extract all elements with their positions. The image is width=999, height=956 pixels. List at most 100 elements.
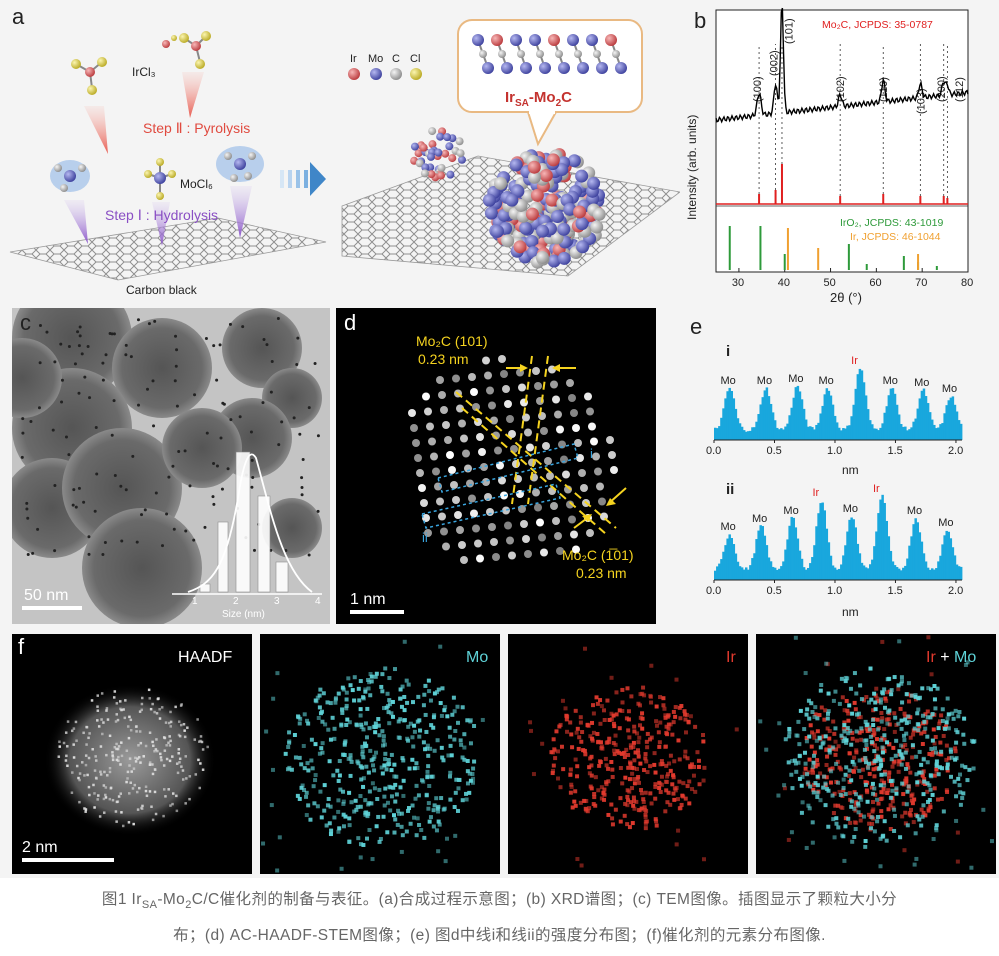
xrd-reference-lines bbox=[716, 44, 968, 270]
panel-d: i ii Mo₂C (101) 0.23 nm Mo₂C (1̅01) 0.23… bbox=[336, 308, 656, 624]
svg-text:Ir: Ir bbox=[812, 487, 819, 499]
line-i-label: i bbox=[590, 446, 593, 461]
svg-text:80: 80 bbox=[961, 277, 973, 289]
hydrolysis-arrow-3 bbox=[230, 186, 252, 238]
svg-text:1.5: 1.5 bbox=[887, 445, 902, 457]
tem-image: 1 2 3 4 Size (nm) 50 nm bbox=[12, 308, 330, 624]
svg-text:1.0: 1.0 bbox=[827, 585, 842, 597]
svg-text:Mo: Mo bbox=[752, 513, 767, 525]
panel-label-a: a bbox=[12, 4, 25, 29]
carbon-sheet-left bbox=[10, 218, 326, 280]
profile-i-xlabel: nm bbox=[842, 463, 859, 477]
panel-label-c: c bbox=[20, 310, 31, 335]
eds-ir-label: Ir bbox=[726, 649, 736, 666]
caption-line-1: 图1 IrSA-Mo2C/C催化剂的制备与表征。(a)合成过程示意图；(b) X… bbox=[101, 891, 898, 912]
svg-text:Size (nm): Size (nm) bbox=[222, 609, 265, 620]
svg-text:Mo: Mo bbox=[938, 517, 953, 529]
svg-text:Mo: Mo bbox=[721, 521, 736, 533]
svg-text:Ir: Ir bbox=[350, 53, 357, 65]
process-arrow bbox=[280, 162, 326, 196]
svg-text:40: 40 bbox=[778, 277, 790, 289]
svg-text:60: 60 bbox=[869, 277, 881, 289]
eds-overlay-label: Ir + Mo bbox=[926, 649, 976, 666]
product-label: IrSA-Mo2C bbox=[505, 89, 572, 109]
panel-f-overlay: Ir + Mo bbox=[756, 634, 996, 874]
figure-caption: 图1 IrSA-Mo2C/C催化剂的制备与表征。(a)合成过程示意图；(b) X… bbox=[0, 878, 999, 956]
svg-text:(100): (100) bbox=[752, 76, 764, 102]
svg-text:(102): (102) bbox=[835, 76, 847, 102]
svg-text:Mo: Mo bbox=[907, 505, 922, 517]
svg-text:Mo: Mo bbox=[721, 375, 736, 387]
line-ii-label: ii bbox=[422, 530, 428, 545]
tem-scale-bar bbox=[22, 606, 82, 610]
xrd-pattern-line bbox=[715, 7, 969, 124]
svg-text:3: 3 bbox=[274, 596, 280, 607]
svg-text:Ir: Ir bbox=[851, 355, 858, 367]
svg-text:70: 70 bbox=[915, 277, 927, 289]
svg-text:50: 50 bbox=[824, 277, 836, 289]
svg-text:2.0: 2.0 bbox=[948, 585, 963, 597]
eds-haadf-map: 2 nm HAADF bbox=[22, 649, 232, 862]
profile-i: 0.0 0.5 1.0 1.5 2.0 Mo Mo Mo Mo Ir Mo Mo Mo bbox=[706, 355, 963, 457]
stem-scale-label: 1 nm bbox=[350, 591, 386, 608]
svg-text:0.0: 0.0 bbox=[706, 585, 721, 597]
svg-text:0.5: 0.5 bbox=[766, 585, 781, 597]
svg-text:Mo: Mo bbox=[368, 53, 383, 65]
panel-label-b: b bbox=[694, 8, 707, 33]
ircl3-molecule-2 bbox=[179, 31, 211, 69]
carbon-black-label: Carbon black bbox=[126, 283, 198, 297]
panel-f-haadf: 2 nm HAADF f bbox=[12, 634, 252, 874]
svg-text:0.0: 0.0 bbox=[706, 445, 721, 457]
svg-text:C: C bbox=[392, 53, 400, 65]
svg-text:(112): (112) bbox=[954, 77, 966, 102]
xrd-ref-iro2: IrO₂, JCPDS: 43-1019 bbox=[840, 217, 943, 229]
panel-c: 1 2 3 4 Size (nm) 50 nm c bbox=[12, 308, 330, 624]
ircl3-label: IrCl₃ bbox=[132, 65, 156, 79]
haadf-stem-image: i ii Mo₂C (101) 0.23 nm Mo₂C (1̅01) 0.23… bbox=[350, 333, 634, 614]
profile-i-label: i bbox=[726, 343, 730, 360]
panel-e: e i ii 0.0 0.5 1.0 1.5 2.0 Mo Mo Mo Mo Ir Mo Mo Mo 0… bbox=[664, 308, 994, 624]
stem-scale-bar bbox=[350, 610, 404, 614]
small-nanoparticle bbox=[410, 127, 466, 182]
size-histogram-inset: 1 2 3 4 Size (nm) bbox=[172, 451, 322, 620]
lattice-guide-lines bbox=[455, 355, 617, 535]
mocl6-molecule-1 bbox=[50, 160, 90, 192]
profile-ii-label: ii bbox=[726, 481, 734, 498]
svg-text:(110): (110) bbox=[878, 77, 890, 102]
atom-legend: Ir Mo C Cl bbox=[348, 53, 422, 80]
xrd-ref-mo2c: Mo₂C, JCPDS: 35-0787 bbox=[822, 19, 933, 31]
svg-text:Mo: Mo bbox=[788, 373, 803, 385]
annotation-101-spacing: 0.23 nm bbox=[418, 351, 469, 367]
svg-text:Mo: Mo bbox=[783, 505, 798, 517]
panel-label-f: f bbox=[18, 634, 25, 659]
svg-text:2: 2 bbox=[233, 596, 239, 607]
eds-overlay-map: Ir + Mo bbox=[758, 635, 994, 870]
eds-ir-map: Ir bbox=[528, 646, 739, 868]
annotation-101: Mo₂C (101) bbox=[416, 333, 488, 349]
panel-a: IrCl₃ Step Ⅱ : Pyrolysis bbox=[8, 4, 681, 298]
svg-text:(103): (103) bbox=[915, 88, 927, 114]
line-profile-boxes bbox=[421, 443, 579, 529]
xrd-chart: Intensity (arb. units) 2θ (°) Mo₂C, JCPD… bbox=[685, 7, 973, 305]
svg-text:(101): (101) bbox=[783, 18, 795, 44]
panel-label-e: e bbox=[690, 314, 703, 339]
panel-label-d: d bbox=[344, 310, 357, 335]
large-nanoparticle bbox=[482, 148, 606, 269]
panel-f-ir: Ir bbox=[508, 634, 748, 874]
eds-mo-label: Mo bbox=[466, 649, 488, 666]
xrd-xlabel: 2θ (°) bbox=[830, 290, 862, 305]
svg-text:Mo: Mo bbox=[942, 383, 957, 395]
svg-text:1.0: 1.0 bbox=[827, 445, 842, 457]
mocl6-molecule-3 bbox=[216, 146, 264, 182]
mo2c-structure bbox=[472, 34, 627, 74]
annotation-bar101-spacing: 0.23 nm bbox=[576, 565, 627, 581]
svg-text:2.0: 2.0 bbox=[948, 445, 963, 457]
svg-text:4: 4 bbox=[315, 596, 321, 607]
svg-text:30: 30 bbox=[732, 277, 744, 289]
hydrolysis-arrow-1 bbox=[64, 200, 88, 244]
profile-ii: 0.0 0.5 1.0 1.5 2.0 Mo Mo Mo Ir Mo Ir Mo Mo bbox=[706, 483, 963, 597]
step1-label: Step Ⅰ : Hydrolysis bbox=[105, 207, 218, 223]
ircl3-molecule-3 bbox=[162, 35, 177, 48]
tem-scale-label: 50 nm bbox=[24, 587, 68, 604]
lattice-arrows bbox=[506, 364, 627, 529]
